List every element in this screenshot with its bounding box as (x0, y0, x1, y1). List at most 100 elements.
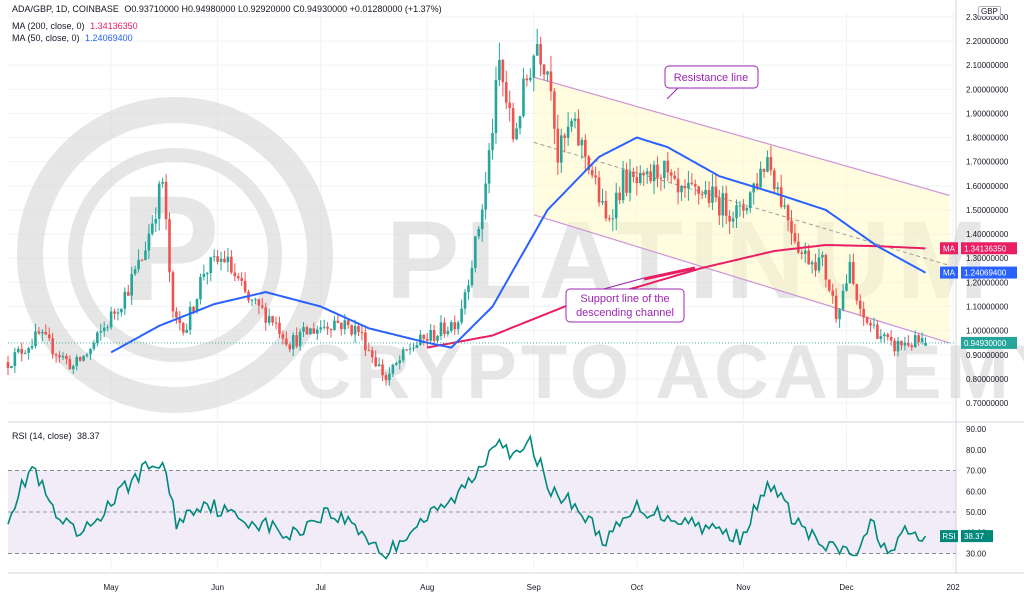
candle (556, 114, 560, 175)
candle-body (645, 171, 649, 175)
candle-body (51, 338, 54, 355)
candle (443, 317, 446, 338)
rsi-label: RSI (14, close) (12, 431, 72, 441)
candle-body (728, 215, 731, 222)
candle-body (666, 160, 670, 173)
candle-body (68, 359, 72, 370)
candle-body (137, 259, 140, 270)
candle-body (295, 335, 298, 347)
rsi-legend[interactable]: RSI (14, close) 38.37 (12, 431, 100, 441)
candle-body (449, 322, 453, 331)
candle-body (707, 190, 711, 203)
candle-body (47, 334, 51, 339)
candle (638, 165, 642, 186)
candle (862, 301, 865, 326)
candle (855, 283, 859, 305)
candle-body (192, 306, 195, 312)
candle (663, 160, 666, 189)
candle-body (408, 348, 412, 350)
candle (666, 152, 670, 182)
candle-body (824, 254, 828, 280)
candle (738, 200, 742, 217)
candle-body (539, 44, 542, 65)
candle (745, 205, 749, 215)
candle (120, 308, 123, 317)
candle-body (374, 357, 377, 367)
ma50-tag-value: 1.24069400 (964, 269, 1007, 278)
candle (625, 162, 628, 197)
candle-body (219, 258, 223, 262)
candle-body (346, 320, 350, 326)
candle-body (594, 175, 597, 178)
candle (470, 260, 474, 288)
candle (669, 169, 673, 184)
candle-body (920, 338, 924, 343)
candle-body (75, 357, 79, 366)
candle (6, 355, 10, 375)
price-tick-label: 1.50000000 (966, 206, 1009, 215)
candle (491, 118, 494, 160)
candle-body (683, 186, 687, 189)
candle (525, 74, 529, 87)
ma200-tag-label: MA (943, 244, 956, 253)
candle (704, 180, 707, 199)
candle (529, 68, 532, 83)
candle (298, 328, 302, 351)
candle-body (470, 267, 474, 286)
candle (542, 63, 546, 81)
price-tick-label: 1.40000000 (966, 230, 1009, 239)
symbol-label: ADA/GBP, 1D, COINBASE (12, 4, 119, 14)
candle-body (498, 59, 501, 80)
candle-body (642, 172, 646, 175)
price-tick-label: 2.30000000 (966, 13, 1009, 22)
candle-body (422, 334, 426, 339)
candle-body (882, 334, 886, 337)
candle (367, 343, 371, 352)
candle-body (731, 218, 735, 222)
candle (271, 315, 274, 326)
candle-body (848, 262, 852, 284)
last-price-tag: 0.94930000 (961, 336, 1017, 349)
candle (243, 272, 247, 294)
ma200-legend[interactable]: MA (200, close, 0) 1.34136350 (12, 21, 138, 31)
candle-body (769, 157, 773, 171)
currency-badge[interactable]: GBP (978, 6, 1001, 17)
ma50-legend[interactable]: MA (50, close, 0) 1.24069400 (12, 33, 133, 43)
candle-body (793, 233, 797, 242)
candle (618, 186, 621, 205)
candle (412, 342, 415, 352)
candle (340, 322, 343, 336)
candle (907, 335, 910, 348)
candle (604, 190, 608, 222)
candle (305, 325, 309, 335)
candle (852, 253, 855, 286)
candle (893, 338, 896, 357)
candle-body (879, 336, 883, 339)
candle (608, 214, 611, 222)
candle (233, 263, 237, 282)
candle (92, 339, 96, 352)
candle-body (797, 241, 800, 253)
ma200-label: MA (200, close, 0) (12, 21, 85, 31)
candle (501, 58, 505, 97)
candle-body (467, 285, 470, 293)
candle-body (580, 139, 584, 146)
candle-body (652, 164, 656, 182)
candle-body (910, 345, 914, 348)
candle (838, 308, 841, 328)
candle-body (257, 299, 261, 306)
candle-body (223, 258, 226, 263)
candle (584, 134, 587, 171)
candle (285, 331, 288, 347)
candle-body (463, 292, 467, 309)
candle-body (886, 334, 890, 337)
candle-body (329, 328, 333, 330)
candle (319, 320, 323, 333)
candle-body (395, 363, 398, 365)
candle (137, 249, 140, 273)
candle-body (862, 308, 865, 318)
candle-body (23, 352, 27, 354)
candle-body (326, 326, 329, 329)
candle-body (305, 327, 309, 335)
candle (188, 301, 192, 335)
